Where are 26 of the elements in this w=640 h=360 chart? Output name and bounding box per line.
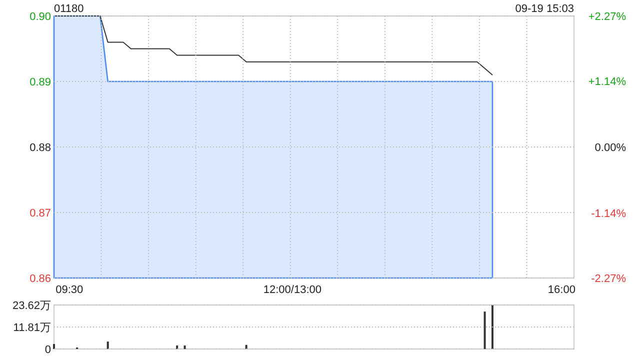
y2-tick-label: +1.14% — [588, 76, 626, 88]
x-tick-label: 16:00 — [548, 284, 576, 296]
bar — [491, 305, 494, 349]
bar — [106, 342, 109, 349]
bar — [184, 345, 186, 349]
bar — [176, 345, 178, 349]
y-tick-label: 0.86 — [30, 273, 51, 285]
line-series — [54, 16, 493, 76]
bar — [484, 312, 486, 349]
y-tick-label: 0.88 — [30, 142, 51, 154]
y-tick-label: 0.90 — [30, 11, 51, 23]
chart-title: 01180 — [54, 3, 84, 15]
y-tick-label: 11.81万 — [13, 322, 51, 334]
y-tick-label: 0.89 — [30, 76, 51, 88]
y2-tick-label: +2.27% — [588, 11, 626, 23]
x-tick-label: 12:00/13:00 — [263, 284, 322, 296]
y2-tick-label: 0.00% — [594, 142, 626, 154]
y-tick-label: 0.87 — [30, 208, 51, 220]
text: 09-19 15:03 — [515, 3, 574, 15]
y-tick-label: 23.62万 — [12, 300, 51, 312]
y2-tick-label: -2.27% — [591, 273, 626, 285]
x-tick-label: 09:30 — [56, 284, 84, 296]
bar — [53, 344, 55, 349]
y2-tick-label: -1.14% — [591, 208, 626, 220]
y-tick-label: 0 — [44, 344, 51, 356]
bar — [245, 344, 248, 349]
